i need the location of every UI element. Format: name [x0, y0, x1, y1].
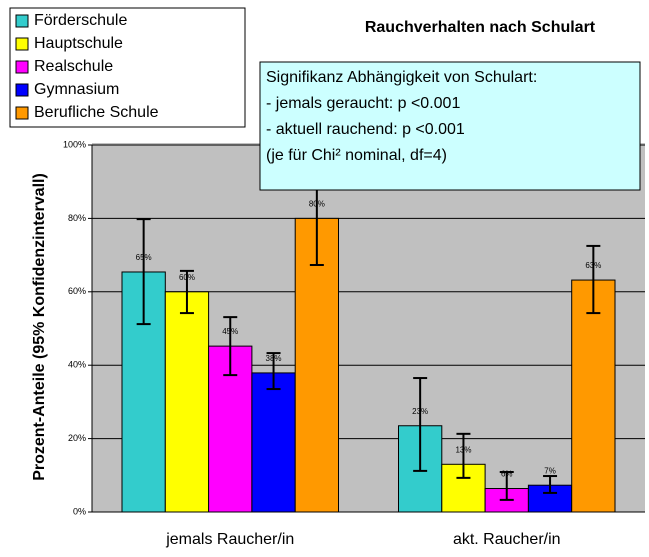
legend-swatch	[15, 14, 29, 28]
bar	[571, 279, 616, 513]
data-label: 45%	[222, 327, 238, 336]
legend-box	[9, 7, 246, 128]
data-label: 60%	[179, 273, 195, 282]
y-tick-label: 0%	[73, 506, 86, 516]
y-tick-label: 80%	[68, 213, 86, 223]
data-label: 6%	[501, 470, 513, 479]
bar	[251, 372, 296, 513]
data-label: 65%	[136, 253, 152, 262]
legend-label: Berufliche Schule	[34, 104, 159, 121]
annotation-line: (je für Chi² nominal, df=4)	[266, 147, 447, 164]
annotation-line: Signifikanz Abhängigkeit von Schulart:	[266, 69, 537, 86]
legend-label: Realschule	[34, 58, 113, 75]
bar	[294, 217, 340, 513]
legend-swatch	[15, 106, 29, 120]
data-label: 63%	[585, 261, 601, 270]
legend-swatch	[15, 37, 29, 51]
y-axis-label: Prozent-Anteile (95% Konfidenzintervall)	[31, 173, 48, 481]
y-tick-label: 40%	[68, 360, 86, 370]
y-tick-label: 60%	[68, 286, 86, 296]
legend-swatch	[15, 83, 29, 97]
data-label: 80%	[309, 200, 325, 209]
annotation-line: - jemals geraucht: p <0.001	[266, 95, 460, 112]
x-tick-label: akt. Raucher/in	[453, 531, 561, 548]
legend-label: Förderschule	[34, 12, 127, 29]
annotation-line: - aktuell rauchend: p <0.001	[266, 121, 465, 138]
legend-label: Gymnasium	[34, 81, 119, 98]
data-label: 38%	[266, 354, 282, 363]
legend-label: Hauptschule	[34, 35, 123, 52]
legend-swatch	[15, 60, 29, 74]
y-tick-label: 20%	[68, 433, 86, 443]
annotation-box	[259, 61, 641, 191]
x-tick-label: jemals Raucher/in	[165, 531, 294, 548]
bar	[164, 291, 210, 513]
data-label: 7%	[544, 466, 556, 475]
data-label: 13%	[455, 445, 471, 454]
chart-title: Rauchverhalten nach Schulart	[365, 19, 596, 36]
y-tick-label: 100%	[63, 139, 86, 149]
data-label: 23%	[412, 407, 428, 416]
